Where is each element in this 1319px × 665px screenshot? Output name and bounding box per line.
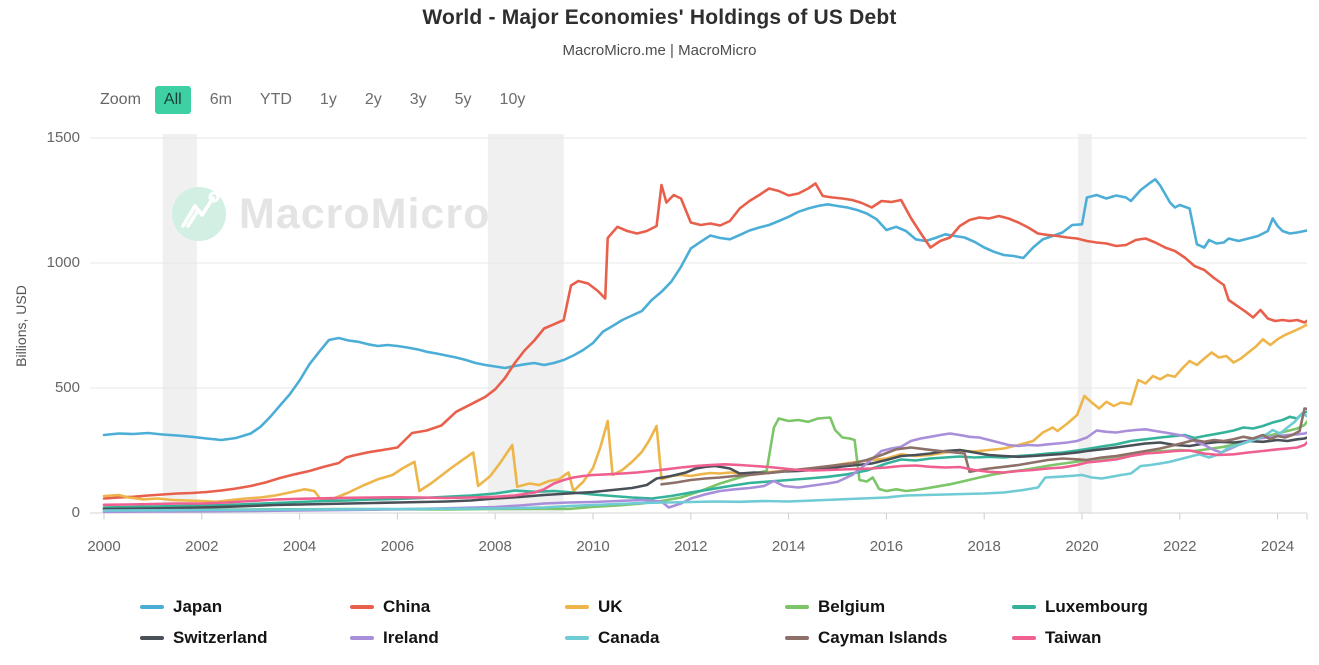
- series-line-taiwan[interactable]: [102, 440, 1309, 507]
- zoom-range-button-2y[interactable]: 2y: [364, 91, 382, 108]
- legend-item-taiwan[interactable]: Taiwan: [1012, 628, 1101, 648]
- series-line-cayman-islands[interactable]: [660, 407, 1310, 486]
- legend-label: Cayman Islands: [818, 628, 948, 647]
- series-line-uk[interactable]: [102, 323, 1309, 504]
- legend-item-china[interactable]: China: [350, 597, 430, 617]
- x-axis-label-2022: 2022: [1163, 538, 1197, 555]
- series-line-china[interactable]: [102, 182, 1309, 500]
- legend-item-canada[interactable]: Canada: [565, 628, 659, 648]
- legend-item-japan[interactable]: Japan: [140, 597, 222, 617]
- zoom-range-button-1y[interactable]: 1y: [319, 91, 337, 108]
- zoom-toolbar: Zoom All 6m YTD 1y 2y 3y 5y 10y: [100, 86, 534, 114]
- legend-label: UK: [598, 597, 623, 616]
- chart-area[interactable]: [0, 0, 1319, 580]
- recession-band-3: [1078, 134, 1092, 513]
- legend-label: Canada: [598, 628, 660, 647]
- x-axis-label-2016: 2016: [869, 538, 904, 555]
- legend-marker-icon: [1012, 636, 1036, 640]
- legend-marker-icon: [140, 605, 164, 609]
- series-line-ireland[interactable]: [102, 427, 1309, 514]
- legend-marker-icon: [140, 636, 164, 640]
- legend-label: Taiwan: [1045, 628, 1102, 647]
- recession-band-2: [487, 134, 564, 513]
- x-axis-label-2010: 2010: [576, 538, 610, 555]
- legend-marker-icon: [785, 605, 809, 609]
- x-axis-label-2008: 2008: [478, 538, 512, 555]
- legend-item-ireland[interactable]: Ireland: [350, 628, 439, 648]
- x-axis-label-2004: 2004: [282, 538, 317, 555]
- legend-label: Ireland: [383, 628, 439, 647]
- zoom-range-button-10y[interactable]: 10y: [499, 91, 526, 108]
- legend-marker-icon: [565, 605, 589, 609]
- zoom-range-button-3y[interactable]: 3y: [409, 91, 427, 108]
- x-axis-label-2002: 2002: [185, 538, 219, 555]
- zoom-range-button-5y[interactable]: 5y: [454, 91, 472, 108]
- y-axis-label-1500: 1500: [46, 129, 80, 146]
- y-axis-label-500: 500: [54, 379, 80, 396]
- legend-item-switzerland[interactable]: Switzerland: [140, 628, 267, 648]
- legend-label: Luxembourg: [1045, 597, 1148, 616]
- legend-label: Belgium: [818, 597, 886, 616]
- chart-subtitle: MacroMicro.me | MacroMicro: [562, 42, 757, 59]
- series-line-canada[interactable]: [102, 412, 1309, 512]
- legend-marker-icon: [785, 636, 809, 640]
- series-line-japan[interactable]: [102, 178, 1309, 442]
- legend-marker-icon: [1012, 605, 1036, 609]
- x-axis-label-2020: 2020: [1065, 538, 1099, 555]
- x-axis-label-2012: 2012: [674, 538, 708, 555]
- legend-item-uk[interactable]: UK: [565, 597, 623, 617]
- chart-title: World - Major Economies' Holdings of US …: [422, 6, 897, 29]
- x-axis-label-2006: 2006: [380, 538, 415, 555]
- legend-label: Japan: [173, 597, 223, 616]
- x-axis-label-2018: 2018: [967, 538, 1001, 555]
- legend-item-cayman-islands[interactable]: Cayman Islands: [785, 628, 947, 648]
- recession-band-1: [162, 134, 197, 513]
- zoom-range-button-ytd[interactable]: YTD: [259, 91, 292, 108]
- legend-label: China: [383, 597, 431, 616]
- y-axis-label-1000: 1000: [46, 254, 80, 271]
- x-axis-label-2000: 2000: [87, 538, 121, 555]
- legend-marker-icon: [350, 605, 374, 609]
- x-axis-label-2024: 2024: [1260, 538, 1295, 555]
- legend-marker-icon: [350, 636, 374, 640]
- legend-label: Switzerland: [173, 628, 268, 647]
- y-axis-label-0: 0: [71, 504, 80, 521]
- chart-canvas[interactable]: [0, 0, 1319, 575]
- zoom-range-button-6m[interactable]: 6m: [209, 91, 232, 108]
- zoom-range-button-all[interactable]: All: [154, 86, 191, 114]
- legend-item-luxembourg[interactable]: Luxembourg: [1012, 597, 1148, 617]
- zoom-label: Zoom: [100, 91, 141, 108]
- legend-marker-icon: [565, 636, 589, 640]
- x-axis-label-2014: 2014: [771, 538, 806, 555]
- legend-item-belgium[interactable]: Belgium: [785, 597, 885, 617]
